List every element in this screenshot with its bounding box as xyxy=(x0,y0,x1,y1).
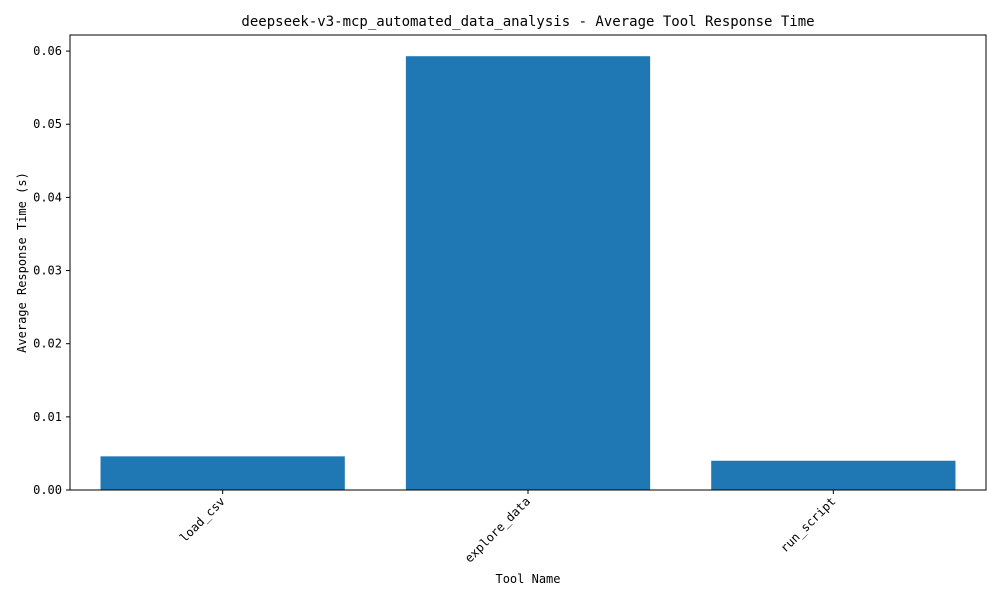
x-tick-label: load_csv xyxy=(177,494,228,545)
bar-explore-data xyxy=(405,56,651,491)
y-axis-ticks: 0.00 0.01 0.02 0.03 0.04 0.05 0.06 xyxy=(33,44,70,497)
plot-frame xyxy=(69,34,987,491)
y-axis-label: Average Response Time (s) xyxy=(15,172,29,353)
x-axis-ticks: load_csv explore_data run_script xyxy=(177,490,838,565)
y-tick-label: 0.04 xyxy=(33,190,62,204)
bar-load-csv xyxy=(100,456,345,490)
y-tick-label: 0.06 xyxy=(33,44,62,58)
x-tick-label: run_script xyxy=(777,494,838,555)
y-tick-label: 0.03 xyxy=(33,264,62,278)
bar-run-script xyxy=(711,460,956,490)
y-tick-label: 0.02 xyxy=(33,337,62,351)
x-axis-label: Tool Name xyxy=(495,572,560,586)
y-tick-label: 0.00 xyxy=(33,483,62,497)
x-tick-label: explore_data xyxy=(462,494,533,565)
y-tick-label: 0.01 xyxy=(33,410,62,424)
chart-title: deepseek-v3-mcp_automated_data_analysis … xyxy=(241,14,814,30)
bars-group xyxy=(100,56,956,491)
y-tick-label: 0.05 xyxy=(33,117,62,131)
